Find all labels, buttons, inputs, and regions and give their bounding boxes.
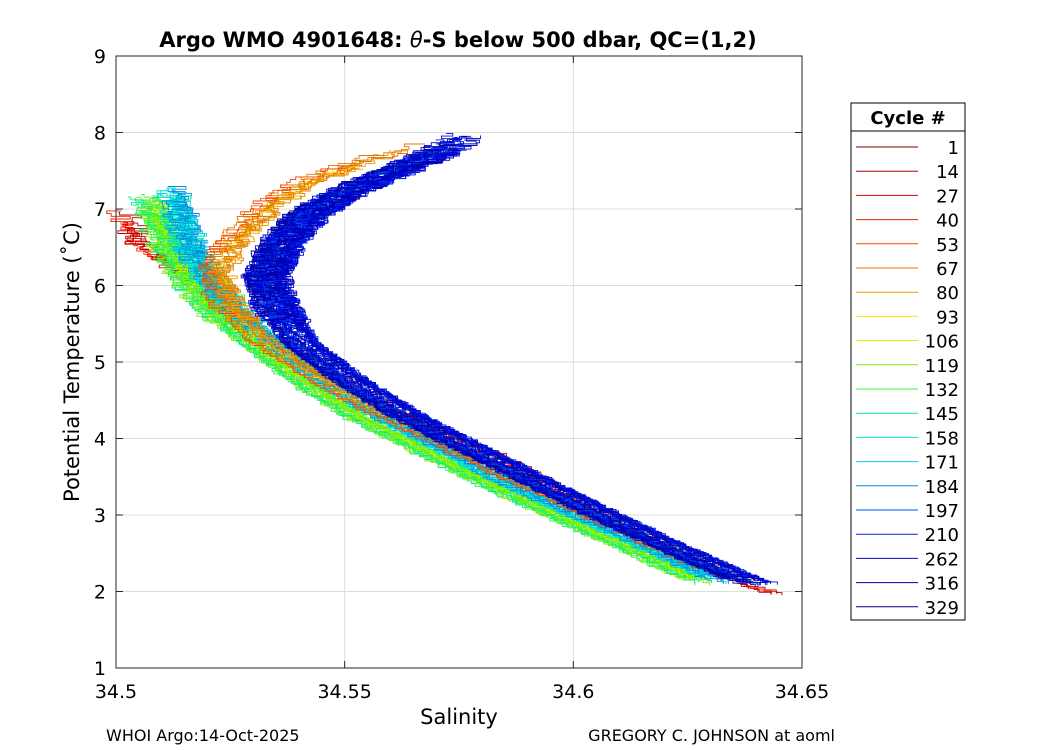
legend-label: 158 <box>925 428 959 449</box>
legend-label: 197 <box>925 501 959 522</box>
y-tick-label: 3 <box>94 505 106 527</box>
y-tick-label: 5 <box>94 352 106 374</box>
legend-label: 80 <box>936 283 959 304</box>
legend-label: 93 <box>936 307 959 328</box>
x-axis-label: Salinity <box>420 705 498 729</box>
chart-title-theta: θ <box>410 28 423 52</box>
legend-title: Cycle # <box>870 108 945 129</box>
profile-line <box>166 200 725 584</box>
y-tick-label: 9 <box>94 46 106 68</box>
legend: Cycle # 1 14 27 40 53 67 80 93 106 119 132 145 158 17… <box>850 102 966 621</box>
profile-line <box>198 165 722 582</box>
legend-label: 53 <box>936 235 959 256</box>
legend-label: 210 <box>925 525 959 546</box>
y-axis-ticks: 1 2 3 4 5 6 7 8 9 <box>94 46 802 680</box>
profile-line <box>136 204 680 578</box>
y-tick-label: 2 <box>94 582 106 604</box>
chart-title-prefix: Argo WMO 4901648: <box>159 28 410 52</box>
legend-label: 184 <box>925 477 959 498</box>
legend-label: 171 <box>925 453 959 474</box>
footer-left: WHOI Argo:14-Oct-2025 <box>106 726 300 745</box>
x-axis-ticks: 34.5 34.55 34.6 34.65 <box>95 56 829 703</box>
legend-label: 119 <box>925 356 959 377</box>
y-tick-label: 1 <box>94 658 106 680</box>
footer-right: GREGORY C. JOHNSON at aoml <box>588 726 835 745</box>
y-axis-label: Potential Temperature (˚C) <box>60 222 84 502</box>
x-tick-label: 34.5 <box>95 681 137 703</box>
legend-label: 14 <box>936 162 959 183</box>
profile-line <box>161 200 702 576</box>
y-tick-label: 6 <box>94 276 106 298</box>
profile-lines <box>106 132 783 596</box>
legend-label: 40 <box>936 211 959 232</box>
x-tick-label: 34.6 <box>552 681 594 703</box>
profile-line <box>144 204 711 586</box>
x-tick-label: 34.65 <box>775 681 829 703</box>
legend-label: 132 <box>925 380 959 401</box>
legend-items: 1 14 27 40 53 67 80 93 106 119 132 145 158 171 184 197 2… <box>856 138 959 619</box>
x-tick-label: 34.55 <box>317 681 371 703</box>
legend-label: 145 <box>925 404 959 425</box>
y-tick-label: 4 <box>94 429 106 451</box>
chart-title: Argo WMO 4901648: θ-S below 500 dbar, QC… <box>159 28 756 52</box>
profile-line <box>266 159 762 583</box>
legend-label: 106 <box>925 332 959 353</box>
profile-line <box>128 196 695 583</box>
legend-label: 27 <box>936 186 959 207</box>
profile-line <box>246 160 740 582</box>
legend-label: 262 <box>925 549 959 570</box>
y-tick-label: 7 <box>94 199 106 221</box>
legend-label: 1 <box>948 138 959 159</box>
y-tick-label: 8 <box>94 123 106 145</box>
profile-line <box>270 150 768 586</box>
legend-label: 329 <box>925 598 959 619</box>
profile-line <box>243 149 743 584</box>
chart-title-suffix: -S below 500 dbar, QC=(1,2) <box>423 28 757 52</box>
legend-label: 67 <box>936 259 959 280</box>
profile-line <box>254 149 736 578</box>
profile-line <box>273 149 764 582</box>
legend-label: 316 <box>925 574 959 595</box>
profile-line <box>207 164 721 575</box>
